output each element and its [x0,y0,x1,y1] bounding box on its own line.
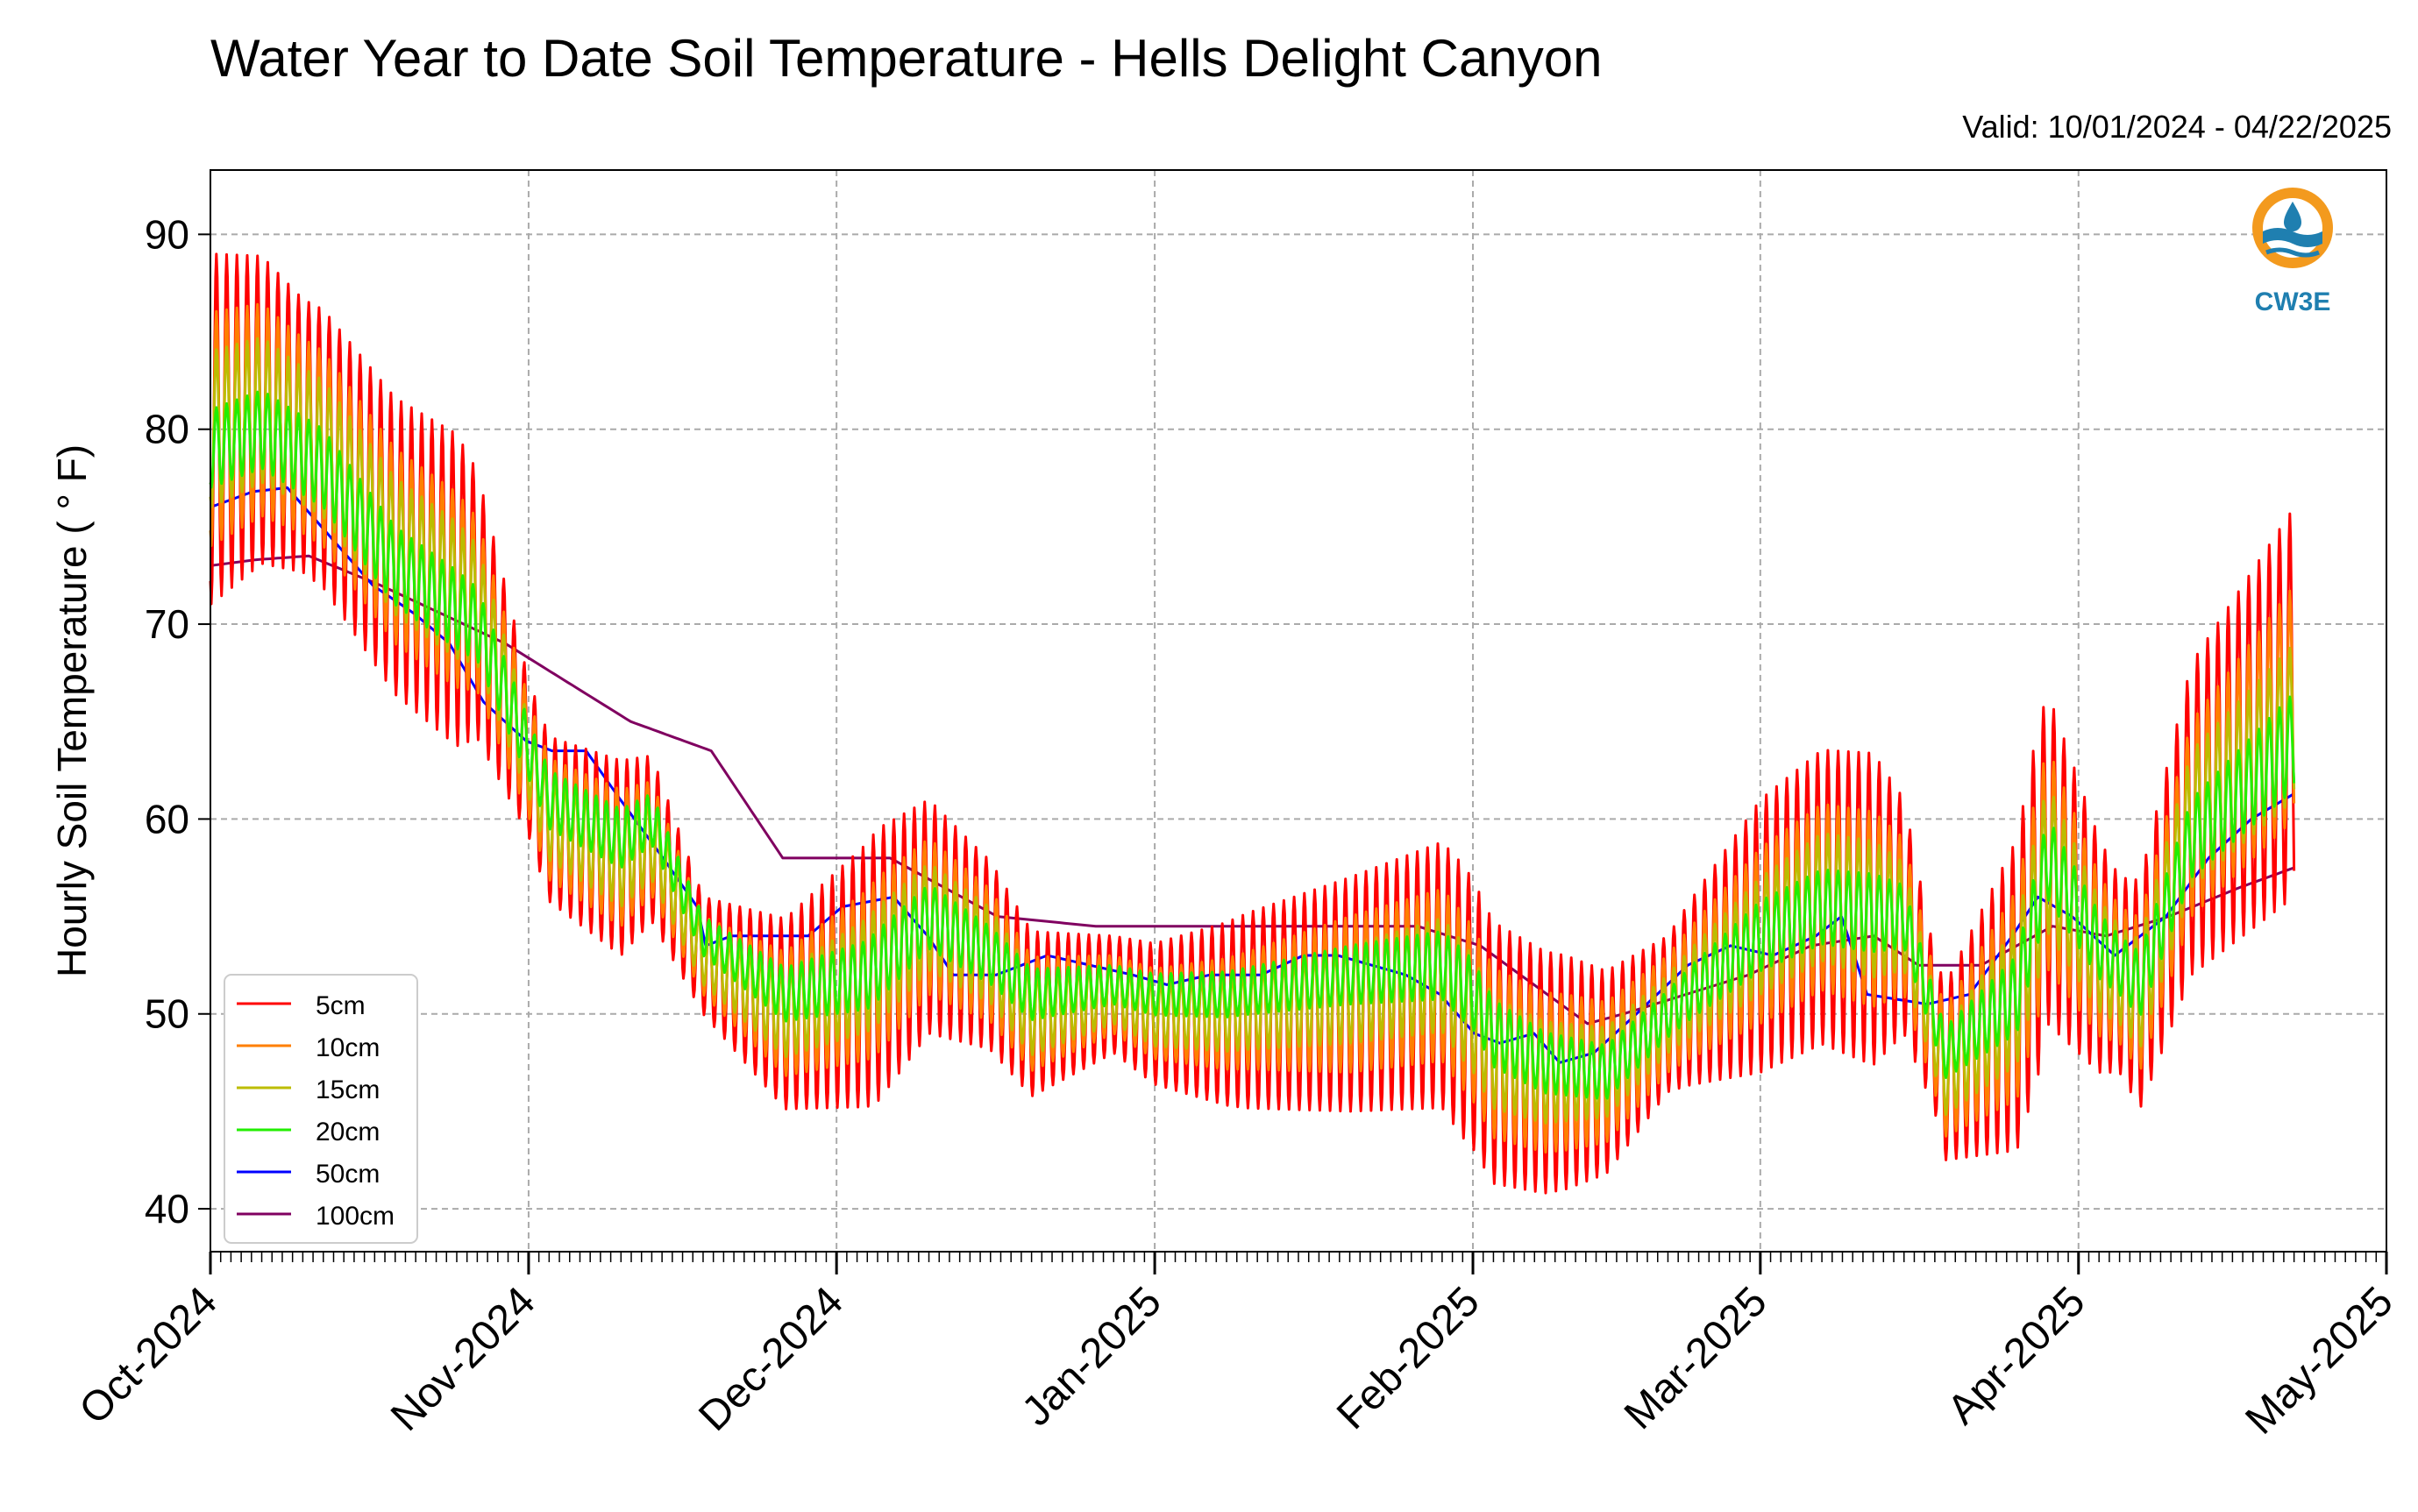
legend-label: 10cm [316,1033,380,1062]
valid-date-range: Valid: 10/01/2024 - 04/22/2025 [1962,109,2392,145]
legend-label: 50cm [316,1160,380,1189]
y-tick-label: 50 [145,991,189,1037]
y-tick-label: 70 [145,601,189,647]
logo-waves [2263,228,2322,247]
y-tick-label: 80 [145,407,189,452]
legend: 5cm 10cm 15cm 20cm 50cm 100cm [224,974,418,1244]
chart-title: Water Year to Date Soil Temperature - He… [210,29,1603,88]
cw3e-logo: CW3E [2252,188,2333,316]
logo-text: CW3E [2255,287,2331,316]
y-tick-label: 60 [145,796,189,841]
x-tick-label: Jan-2025 [1013,1278,1170,1435]
x-tick-label: Oct-2024 [71,1278,226,1433]
legend-label: 100cm [316,1202,395,1231]
y-axis-label: Hourly Soil Temperature ( ° F) [49,444,95,977]
x-tick-label: Apr-2025 [1938,1278,2094,1433]
legend-label: 15cm [316,1075,380,1104]
y-tick-label: 90 [145,211,189,257]
x-tick-label: May-2025 [2237,1278,2401,1443]
legend-label: 20cm [316,1118,380,1146]
x-tick-label: Dec-2024 [690,1278,852,1440]
y-tick-label: 40 [145,1186,189,1232]
logo-drop-icon [2284,202,2301,231]
legend-box [224,974,418,1244]
legend-label: 5cm [316,991,366,1020]
x-tick-label: Nov-2024 [382,1278,544,1440]
x-tick-label: Feb-2025 [1328,1278,1489,1438]
grid [210,170,2386,1252]
x-tick-label: Mar-2025 [1616,1278,1776,1438]
logo-wave-line [2265,247,2320,258]
series-line-20cm [209,390,2296,1100]
series-layer [209,252,2296,1195]
